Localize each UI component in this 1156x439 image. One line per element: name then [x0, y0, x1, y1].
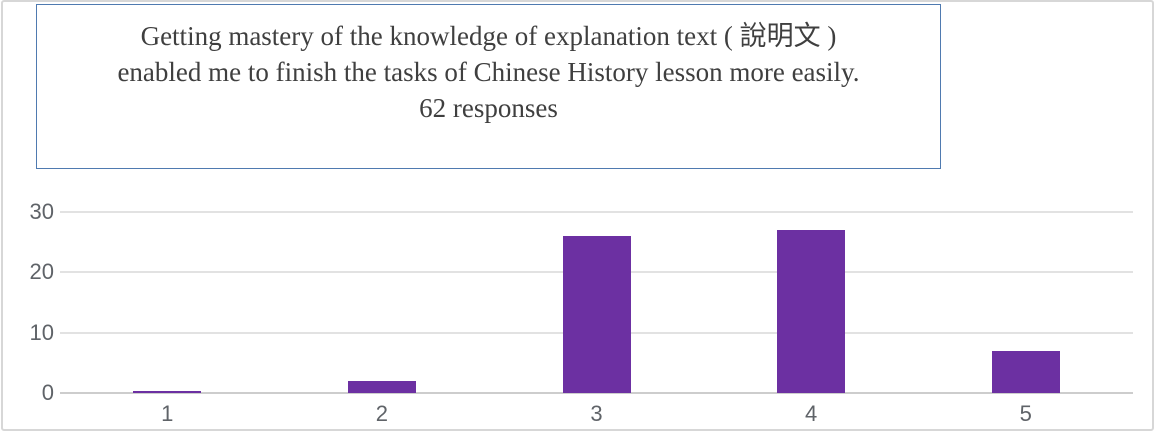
- bar-category-3[interactable]: [562, 236, 631, 393]
- y-tick-label-20: 20: [29, 259, 54, 284]
- bar-category-1[interactable]: [133, 391, 202, 393]
- chart-title-line2: enabled me to finish the tasks of Chines…: [117, 57, 860, 87]
- x-tick-label-1: 1: [161, 401, 174, 426]
- y-tick-label-0: 0: [41, 380, 54, 405]
- y-tick-label-10: 10: [29, 319, 54, 345]
- x-axis-baseline: [60, 392, 1133, 394]
- gridline-y-30: [60, 210, 1133, 213]
- chart-title-box: Getting mastery of the knowledge of expl…: [36, 4, 941, 169]
- bar-category-2[interactable]: [347, 381, 416, 393]
- x-tick-label-3: 3: [590, 401, 603, 426]
- x-tick-label-2: 2: [375, 401, 389, 426]
- bar-category-5[interactable]: [991, 351, 1060, 393]
- x-tick-label-5: 5: [1019, 401, 1032, 426]
- chart-title-line1: Getting mastery of the knowledge of expl…: [140, 21, 837, 51]
- x-tick-label-4: 4: [804, 401, 818, 426]
- bar-category-4[interactable]: [777, 230, 846, 393]
- response-count: 62 responses: [419, 93, 558, 123]
- y-tick-label-30: 30: [29, 198, 54, 224]
